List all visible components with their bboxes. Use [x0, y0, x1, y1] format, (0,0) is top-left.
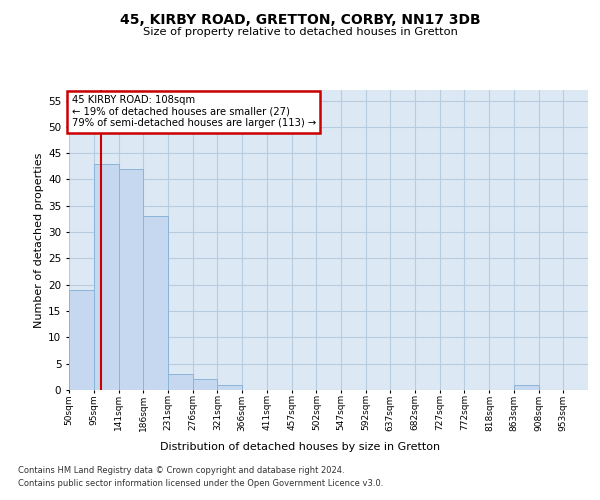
Text: Contains public sector information licensed under the Open Government Licence v3: Contains public sector information licen… [18, 478, 383, 488]
Bar [193, 380, 217, 390]
Text: Distribution of detached houses by size in Gretton: Distribution of detached houses by size … [160, 442, 440, 452]
Y-axis label: Number of detached properties: Number of detached properties [34, 152, 44, 328]
Bar [217, 384, 242, 390]
Bar [168, 374, 193, 390]
Text: Contains HM Land Registry data © Crown copyright and database right 2024.: Contains HM Land Registry data © Crown c… [18, 466, 344, 475]
Bar [119, 169, 143, 390]
Text: 45, KIRBY ROAD, GRETTON, CORBY, NN17 3DB: 45, KIRBY ROAD, GRETTON, CORBY, NN17 3DB [119, 12, 481, 26]
Text: 45 KIRBY ROAD: 108sqm
← 19% of detached houses are smaller (27)
79% of semi-deta: 45 KIRBY ROAD: 108sqm ← 19% of detached … [72, 96, 316, 128]
Bar [143, 216, 168, 390]
Bar [514, 384, 539, 390]
Bar [94, 164, 119, 390]
Text: Size of property relative to detached houses in Gretton: Size of property relative to detached ho… [143, 27, 457, 37]
Bar [69, 290, 94, 390]
